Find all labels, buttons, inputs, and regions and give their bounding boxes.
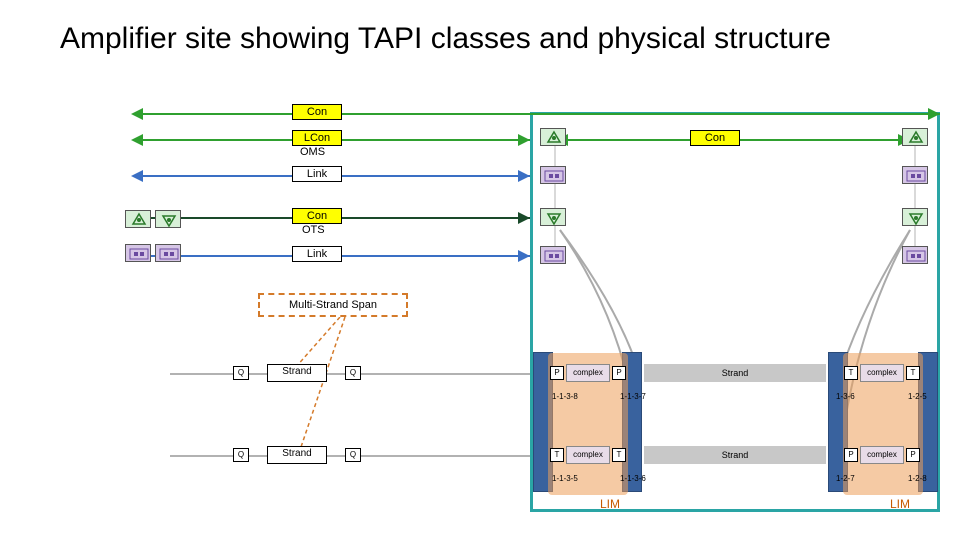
inner-strand-2: Strand (644, 446, 826, 464)
legend-icon-4 (155, 244, 181, 262)
complex-r2: complex (860, 446, 904, 464)
con-mid-label: Con (292, 208, 342, 224)
t-r1-l: T (844, 366, 858, 380)
oms-label: OMS (300, 146, 325, 158)
id-138: 1-1-3-8 (552, 392, 578, 401)
link1-label: Link (292, 166, 342, 182)
multi-strand-span-box: Multi-Strand Span (258, 293, 408, 317)
lim-left-label: LIM (600, 497, 620, 511)
con-right-label: Con (690, 130, 740, 146)
port-ots-left (540, 208, 566, 226)
q-right-1: Q (345, 366, 361, 380)
port-link2-right (902, 246, 928, 264)
lcon-label: LCon (292, 130, 342, 146)
t-r1-r: T (906, 366, 920, 380)
id-135: 1-1-3-5 (552, 474, 578, 483)
q-left-2: Q (233, 448, 249, 462)
ots-label: OTS (302, 224, 325, 236)
q-left-1: Q (233, 366, 249, 380)
legend-icon-3 (125, 244, 151, 262)
port-link1-left (540, 166, 566, 184)
lim-right-label: LIM (890, 497, 910, 511)
complex-l2: complex (566, 446, 610, 464)
inner-strand-1: Strand (644, 364, 826, 382)
p-r2-l: P (844, 448, 858, 462)
strand-label-1: Strand (267, 364, 327, 382)
port-link2-left (540, 246, 566, 264)
t-l2-r: T (612, 448, 626, 462)
con-top-label: Con (292, 104, 342, 120)
p-l1: P (550, 366, 564, 380)
strand-label-2: Strand (267, 446, 327, 464)
id-137: 1-1-3-7 (620, 392, 646, 401)
id-r36: 1-3-6 (836, 392, 855, 401)
p-l1-r: P (612, 366, 626, 380)
id-r28: 1-2-8 (908, 474, 927, 483)
complex-r1: complex (860, 364, 904, 382)
t-l2: T (550, 448, 564, 462)
id-r27: 1-2-7 (836, 474, 855, 483)
id-r25: 1-2-5 (908, 392, 927, 401)
legend-icon-1 (125, 210, 151, 228)
port-ots-right (902, 208, 928, 226)
q-right-2: Q (345, 448, 361, 462)
p-r2-r: P (906, 448, 920, 462)
link2-label: Link (292, 246, 342, 262)
legend-icon-2 (155, 210, 181, 228)
page-title: Amplifier site showing TAPI classes and … (60, 20, 831, 58)
port-link1-right (902, 166, 928, 184)
port-lcon-left (540, 128, 566, 146)
complex-l1: complex (566, 364, 610, 382)
port-lcon-right (902, 128, 928, 146)
id-136: 1-1-3-6 (620, 474, 646, 483)
